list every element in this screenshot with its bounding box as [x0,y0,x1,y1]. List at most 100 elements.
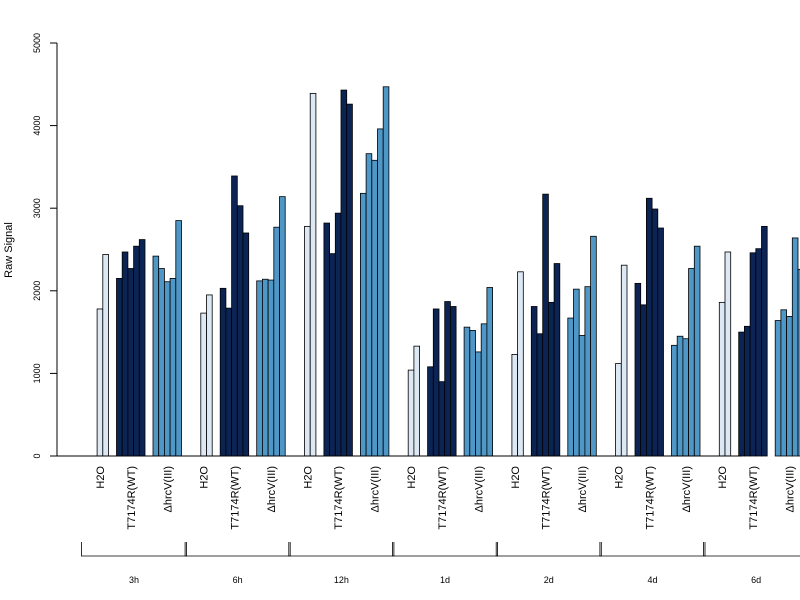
x-tick-label: T7174R(WT) [748,466,760,530]
bar-3h-2-3 [169,278,177,457]
bar-12h-2-2 [371,159,378,457]
x-tick-label: T7174R(WT) [541,466,553,530]
x-tick-label: ΔhrcV(III) [784,466,796,512]
bar-6d-2-1 [780,309,788,457]
x-tick-label: T7174R(WT) [333,466,345,530]
bar-6d-2-4 [797,268,800,457]
bar-6h-2-1 [261,278,269,457]
bar-6h-1-3 [236,205,244,457]
bar-6h-1-0 [219,287,227,457]
bar-2d-2-4 [590,235,597,457]
bar-12h-1-1 [329,253,336,457]
x-tick-label: H2O [302,466,314,489]
group-bracket [392,542,498,557]
x-tick-label: H2O [95,466,107,489]
bar-1d-1-0 [427,366,434,457]
bar-1d-1-2 [438,381,446,457]
y-tick-label: 4000 [32,116,42,136]
bar-3h-1-4 [138,239,146,457]
bar-2d-2-2 [578,335,586,457]
x-tick-labels: H2O T7174R(WT) ΔhrcV(III) H2O T7174R(WT) Δhrc… [95,466,797,530]
bar-6h-2-0 [256,280,263,457]
bar-1d-2-4 [486,287,493,457]
bar-2d-2-0 [567,317,574,457]
bar-6d-0-1 [718,301,726,457]
x-tick-label: H2O [199,466,211,489]
group-label: 6d [751,575,761,585]
bar-6d-2-0 [774,320,782,457]
bar-6d-1-3 [755,248,762,457]
group-bracket [599,542,706,557]
group-label: 2d [544,575,554,585]
x-tick-label: ΔhrcV(III) [266,466,278,512]
bar-2d-0-1 [511,354,518,457]
bar-12h-0-1 [304,225,311,457]
bar-6d-1-0 [738,331,745,457]
x-tick-label: ΔhrcV(III) [162,466,174,512]
bar-3h-1-1 [121,251,129,457]
bar-1d-1-4 [449,306,457,457]
y-tick-label: 1000 [32,363,42,383]
bar-1d-2-3 [480,323,488,457]
bar-12h-2-1 [365,153,373,457]
bars [96,86,800,457]
bar-6d-2-2 [786,316,793,457]
bar-4d-1-2 [646,197,653,457]
bar-1d-1-1 [432,308,440,457]
bar-6d-0-2 [724,251,732,457]
y-tick-label: 5000 [32,33,42,53]
group-brackets: 3h 6h 12h 1d 2d 4d 6d [81,542,800,585]
bar-6h-2-3 [273,226,280,457]
bar-4d-1-0 [634,282,642,457]
x-tick-label: T7174R(WT) [126,466,138,530]
bar-4d-2-2 [682,338,690,457]
y-tick-label: 3000 [32,198,42,218]
x-tick-label: H2O [510,466,522,489]
bar-4d-1-1 [640,304,647,457]
bar-2d-0-2 [517,271,524,457]
bar-1d-2-0 [463,326,471,457]
bar-2d-2-3 [584,286,592,457]
bar-1d-1-3 [444,301,451,457]
x-tick-label: ΔhrcV(III) [370,466,382,512]
bar-6h-1-2 [231,175,238,457]
group-bracket [81,542,187,557]
x-tick-label: T7174R(WT) [644,466,656,530]
bar-2d-1-3 [548,301,555,457]
bar-3h-2-2 [163,281,171,457]
y-tick-label: 2000 [32,281,42,301]
bar-3h-1-3 [133,245,140,457]
bar-4d-2-4 [693,245,701,457]
bar-4d-2-3 [688,268,695,457]
bar-3h-0-2 [102,254,109,457]
bar-3h-1-0 [116,278,123,457]
y-tick-label: 0 [32,453,42,458]
bar-4d-2-0 [671,344,678,457]
bar-12h-1-0 [323,222,330,457]
bar-12h-1-3 [340,89,348,457]
bar-3h-2-4 [175,220,182,457]
x-tick-label: H2O [717,466,729,489]
bar-6h-0-2 [206,294,213,457]
group-bracket [288,542,395,557]
bar-4d-0-1 [615,363,622,457]
bar-1d-0-1 [407,369,415,457]
bar-6d-1-1 [744,325,751,457]
bar-3h-0-1 [96,308,104,457]
bar-12h-1-2 [334,212,342,457]
bar-1d-2-2 [475,351,482,457]
bar-4d-2-1 [676,335,684,457]
group-label: 1d [440,575,450,585]
bar-2d-1-4 [553,263,561,457]
bar-3h-2-1 [158,268,165,457]
y-axis: 0 1000 2000 3000 4000 5000 [32,33,58,459]
x-tick-label: ΔhrcV(III) [577,466,589,512]
bar-12h-0-2 [309,92,317,457]
x-tick-label: H2O [613,466,625,489]
y-axis-label: Raw Signal [3,222,15,278]
bar-2d-2-1 [573,288,580,457]
bar-6d-2-3 [791,237,799,457]
group-label: 12h [334,575,349,585]
bar-6d-1-2 [749,252,757,457]
